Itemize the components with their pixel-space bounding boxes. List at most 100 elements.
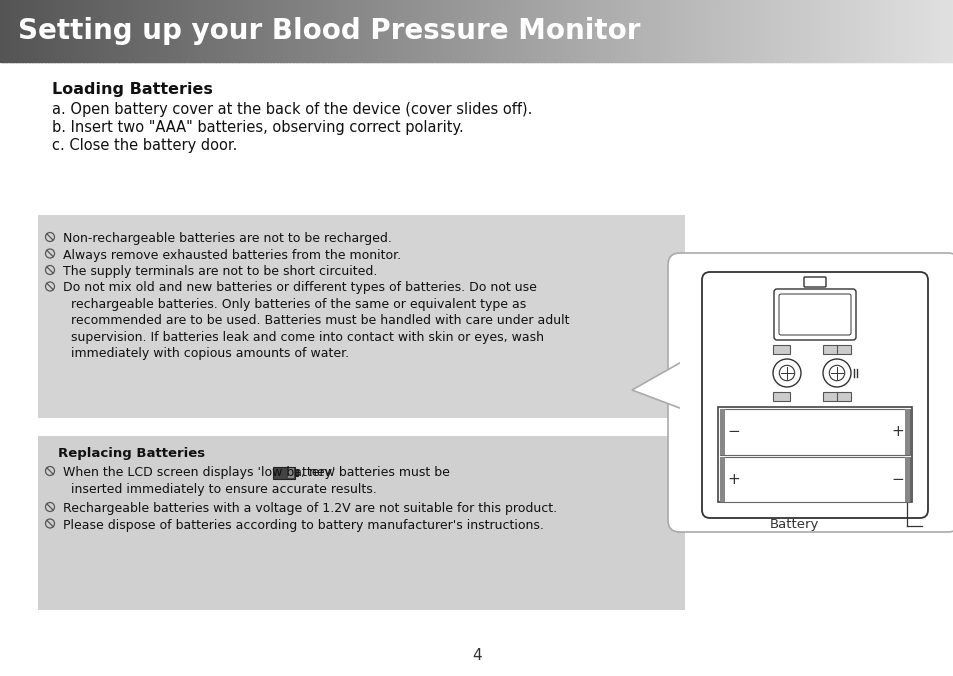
Bar — [238, 0, 242, 62]
Bar — [660, 0, 665, 62]
Bar — [294, 470, 297, 476]
Text: Do not mix old and new batteries or different types of batteries. Do not use: Do not mix old and new batteries or diff… — [63, 281, 537, 295]
Bar — [918, 0, 923, 62]
Bar — [772, 345, 789, 354]
Bar — [693, 0, 697, 62]
Bar — [178, 0, 182, 62]
Bar — [76, 0, 80, 62]
Bar — [457, 0, 461, 62]
Bar — [155, 0, 160, 62]
Bar — [489, 0, 494, 62]
Bar — [274, 0, 277, 62]
Bar — [350, 0, 354, 62]
Bar — [779, 0, 782, 62]
Bar — [54, 0, 58, 62]
Text: recommended are to be used. Batteries must be handled with care under adult: recommended are to be used. Batteries mu… — [71, 314, 569, 327]
Text: The supply terminals are not to be short circuited.: The supply terminals are not to be short… — [63, 265, 377, 278]
Bar — [159, 0, 163, 62]
Bar — [817, 0, 821, 62]
Bar — [317, 0, 322, 62]
Bar — [645, 0, 649, 62]
Bar — [746, 0, 751, 62]
Bar — [908, 0, 913, 62]
Bar — [7, 0, 10, 62]
Bar — [248, 0, 252, 62]
Bar — [369, 0, 373, 62]
Bar — [293, 0, 296, 62]
Bar — [877, 0, 881, 62]
Bar — [279, 0, 284, 62]
Bar — [784, 0, 789, 62]
Bar — [581, 0, 585, 62]
Text: , new batteries must be: , new batteries must be — [301, 466, 450, 479]
Bar — [35, 0, 39, 62]
Bar — [210, 0, 213, 62]
Bar — [537, 0, 541, 62]
Bar — [613, 0, 618, 62]
Bar — [29, 0, 32, 62]
Bar — [270, 0, 274, 62]
Bar — [946, 0, 951, 62]
Text: Replacing Batteries: Replacing Batteries — [58, 447, 205, 460]
Bar — [683, 0, 687, 62]
Bar — [38, 215, 684, 418]
Bar — [174, 0, 179, 62]
Bar — [226, 0, 230, 62]
Bar — [591, 0, 595, 62]
Bar — [550, 0, 554, 62]
Bar — [400, 0, 404, 62]
Bar — [575, 0, 579, 62]
Bar — [870, 0, 875, 62]
Bar — [720, 409, 909, 454]
Bar — [394, 0, 398, 62]
Bar — [216, 0, 220, 62]
Bar — [413, 0, 417, 62]
Bar — [343, 0, 347, 62]
Bar — [432, 0, 436, 62]
Bar — [858, 0, 862, 62]
Bar — [207, 0, 211, 62]
Bar — [826, 0, 830, 62]
Bar — [743, 0, 747, 62]
Bar — [762, 0, 766, 62]
Bar — [57, 0, 61, 62]
Bar — [798, 0, 801, 62]
Bar — [336, 0, 341, 62]
Bar — [267, 0, 271, 62]
Bar — [302, 0, 306, 62]
Bar — [407, 0, 411, 62]
Text: Setting up your Blood Pressure Monitor: Setting up your Blood Pressure Monitor — [18, 17, 639, 45]
Bar — [112, 0, 115, 62]
Bar — [718, 0, 722, 62]
Bar — [801, 0, 804, 62]
Bar — [553, 0, 557, 62]
Bar — [140, 0, 144, 62]
Bar — [832, 0, 837, 62]
Bar — [169, 0, 172, 62]
Bar — [622, 0, 627, 62]
Bar — [429, 0, 433, 62]
FancyBboxPatch shape — [803, 277, 825, 287]
Bar — [905, 0, 909, 62]
Bar — [441, 0, 446, 62]
Bar — [941, 0, 944, 62]
Bar — [165, 0, 170, 62]
Bar — [251, 0, 255, 62]
Bar — [117, 0, 122, 62]
Bar — [861, 0, 865, 62]
Bar — [193, 0, 198, 62]
Bar — [92, 0, 96, 62]
Bar — [791, 0, 795, 62]
Bar — [629, 0, 633, 62]
Bar — [308, 0, 313, 62]
Bar — [598, 0, 601, 62]
Bar — [927, 0, 932, 62]
Bar — [670, 0, 675, 62]
Bar — [474, 0, 477, 62]
Bar — [257, 0, 261, 62]
Bar — [772, 392, 789, 401]
Bar — [19, 0, 23, 62]
Bar — [708, 0, 713, 62]
Bar — [788, 0, 792, 62]
Bar — [0, 0, 4, 62]
